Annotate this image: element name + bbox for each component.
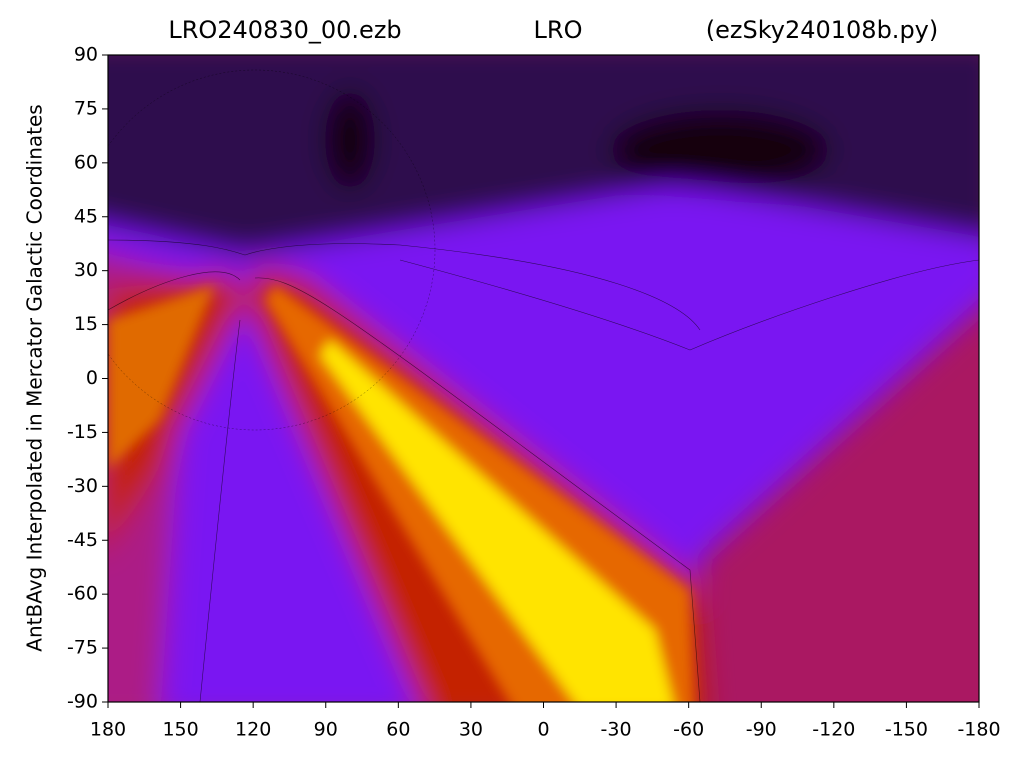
x-tick-label: 90 <box>314 719 338 741</box>
y-tick-label: 60 <box>74 151 98 173</box>
x-tick-label: 30 <box>459 719 483 741</box>
chart-title: (ezSky240108b.py) <box>706 16 939 44</box>
y-tick-label: 45 <box>74 205 98 227</box>
y-tick-label: -15 <box>67 421 98 443</box>
y-tick-label: 75 <box>74 97 98 119</box>
y-tick-label: -45 <box>67 529 98 551</box>
x-tick-label: 120 <box>235 719 271 741</box>
chart-title: LRO240830_00.ezb <box>168 16 401 44</box>
y-tick-label: -75 <box>67 637 98 659</box>
x-tick-label: 0 <box>537 719 549 741</box>
x-tick-label: -150 <box>885 719 928 741</box>
x-tick-label: 60 <box>386 719 410 741</box>
y-tick-label: 15 <box>74 313 98 335</box>
x-tick-label: 150 <box>162 719 198 741</box>
y-tick-label: 0 <box>86 367 98 389</box>
y-axis-label: AntBAvg Interpolated in Mercator Galacti… <box>23 104 47 651</box>
y-tick-label: -30 <box>67 475 98 497</box>
chart-title: LRO <box>534 16 583 44</box>
x-tick-label: -180 <box>957 719 1000 741</box>
x-tick-label: -30 <box>601 719 632 741</box>
heatmap <box>108 55 979 702</box>
x-tick-label: -120 <box>812 719 855 741</box>
x-tick-label: 180 <box>90 719 126 741</box>
y-tick-label: -60 <box>67 583 98 605</box>
y-tick-label: 30 <box>74 259 98 281</box>
y-tick-label: -90 <box>67 691 98 713</box>
x-tick-label: -90 <box>746 719 777 741</box>
y-tick-label: 90 <box>74 44 98 66</box>
x-tick-label: -60 <box>673 719 704 741</box>
